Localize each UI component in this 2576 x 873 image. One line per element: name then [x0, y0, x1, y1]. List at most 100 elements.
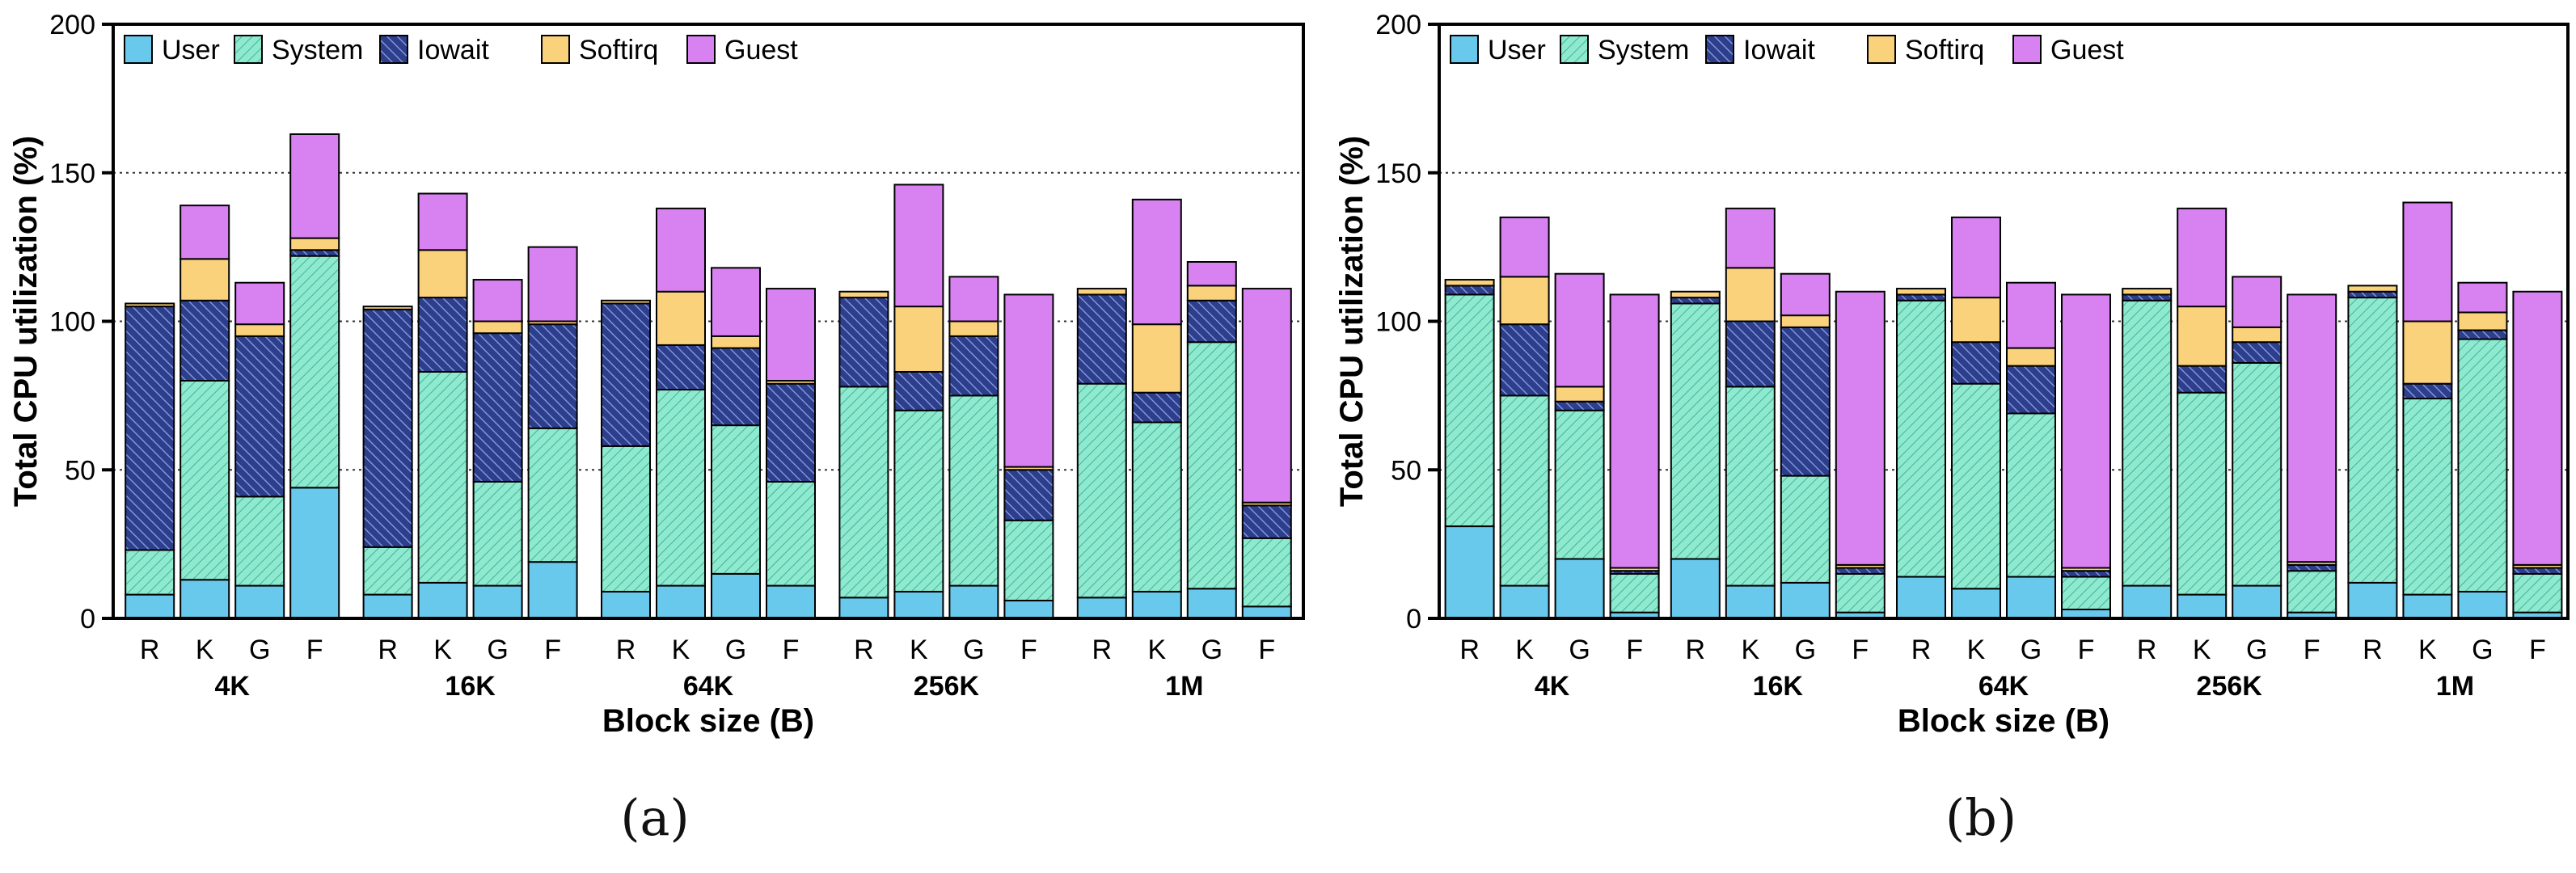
bar-b-1M-G-softirq	[2457, 311, 2508, 331]
x-tick-label: K	[1515, 635, 1534, 665]
x-tick-label: K	[910, 635, 928, 665]
x-tick-label: F	[1626, 635, 1643, 665]
bar-a-4K-F-iowait	[289, 249, 340, 257]
bar-a-256K-K-system	[893, 409, 944, 593]
legend-label-system: System	[1598, 35, 1689, 65]
bar-a-1M-K-user	[1131, 590, 1182, 619]
bar-b-1M-F-system	[2512, 572, 2563, 614]
caption-a: (a)	[620, 788, 690, 847]
bar-b-4K-G-guest	[1554, 272, 1605, 388]
x-axis-label-b: Block size (B)	[1898, 703, 2109, 739]
bar-a-16K-G-iowait	[472, 332, 523, 483]
legend-label-iowait: Iowait	[1743, 35, 1815, 65]
group-label: 256K	[2197, 671, 2263, 702]
bar-b-64K-G-guest	[2006, 281, 2056, 349]
legend-label-guest: Guest	[2050, 35, 2124, 65]
bar-a-16K-K-user	[417, 581, 468, 620]
bar-a-4K-F-softirq	[289, 237, 340, 251]
x-tick-label: K	[672, 635, 690, 665]
legend-label-user: User	[1488, 35, 1546, 65]
legend-label-iowait: Iowait	[417, 35, 489, 65]
bar-b-256K-R-iowait	[2122, 293, 2173, 302]
x-tick-label: K	[2193, 635, 2211, 665]
bar-b-4K-F-guest	[1609, 293, 1660, 569]
bar-b-64K-G-iowait	[2006, 365, 2056, 415]
bar-b-4K-K-softirq	[1499, 276, 1550, 326]
bar-a-16K-F-system	[527, 427, 578, 563]
bar-a-1M-K-guest	[1131, 198, 1182, 326]
bar-a-1M-G-softirq	[1186, 285, 1237, 302]
bar-a-256K-K-user	[893, 590, 944, 619]
legend-swatch-softirq	[541, 35, 570, 64]
bar-a-64K-G-iowait	[711, 347, 761, 427]
bar-b-1M-G-guest	[2457, 281, 2508, 314]
x-tick-label: R	[854, 635, 874, 665]
group-label: 16K	[445, 671, 496, 702]
bar-b-16K-K-softirq	[1725, 267, 1776, 323]
bar-a-64K-K-user	[656, 584, 706, 620]
bar-a-1M-F-iowait	[1241, 504, 1292, 539]
bar-b-16K-F-iowait	[1835, 567, 1886, 575]
bar-b-1M-G-user	[2457, 590, 2508, 619]
x-tick-label: F	[2304, 635, 2321, 665]
bar-b-1M-R-user	[2347, 581, 2398, 620]
bar-a-1M-K-system	[1131, 421, 1182, 593]
caption-b: (b)	[1945, 788, 2017, 847]
bar-a-4K-F-user	[289, 487, 340, 619]
bar-a-64K-F-iowait	[766, 382, 816, 483]
bar-a-1M-K-iowait	[1131, 391, 1182, 424]
bar-b-64K-K-guest	[1951, 216, 2001, 299]
bar-b-16K-G-guest	[1780, 272, 1831, 317]
bar-a-256K-G-system	[948, 394, 999, 587]
bar-a-256K-R-iowait	[838, 297, 889, 388]
bar-a-4K-G-softirq	[234, 323, 285, 337]
x-tick-label: G	[1795, 635, 1816, 665]
bar-a-16K-R-user	[362, 593, 413, 619]
bar-b-64K-R-softirq	[1896, 288, 1946, 296]
x-tick-label: F	[306, 635, 323, 665]
x-tick-label: G	[2472, 635, 2493, 665]
bar-b-256K-F-iowait	[2287, 563, 2337, 572]
bar-b-64K-K-system	[1951, 382, 2001, 590]
bar-b-16K-K-iowait	[1725, 320, 1776, 388]
x-tick-label: R	[1459, 635, 1480, 665]
y-tick-label: 100	[1375, 307, 1421, 338]
bar-b-1M-K-guest	[2402, 201, 2453, 323]
bar-b-256K-K-guest	[2177, 207, 2228, 308]
x-tick-label: G	[2246, 635, 2267, 665]
bar-b-1M-K-user	[2402, 593, 2453, 619]
y-tick-label: 0	[80, 604, 95, 635]
bar-b-16K-G-user	[1780, 581, 1831, 620]
legend-label-system: System	[272, 35, 363, 65]
bar-a-4K-F-system	[289, 255, 340, 489]
x-tick-label: F	[1258, 635, 1275, 665]
bar-a-16K-K-guest	[417, 192, 468, 251]
bar-a-16K-G-user	[472, 584, 523, 620]
bar-b-4K-R-iowait	[1444, 285, 1495, 296]
x-tick-label: R	[2363, 635, 2383, 665]
bar-b-16K-K-system	[1725, 386, 1776, 587]
bar-b-1M-K-iowait	[2402, 382, 2453, 400]
bar-b-16K-F-guest	[1835, 290, 1886, 566]
bar-a-16K-F-guest	[527, 246, 578, 323]
bar-a-4K-R-system	[125, 549, 175, 596]
bar-a-1M-R-system	[1076, 382, 1127, 599]
bar-b-64K-K-iowait	[1951, 341, 2001, 385]
y-tick-label: 200	[49, 10, 95, 40]
bar-b-64K-F-guest	[2061, 293, 2111, 569]
bar-a-64K-G-softirq	[711, 335, 761, 349]
bar-a-256K-K-guest	[893, 183, 944, 308]
x-tick-label: G	[487, 635, 508, 665]
bar-a-1M-R-iowait	[1076, 293, 1127, 385]
bar-b-16K-R-system	[1670, 302, 1721, 560]
bar-b-16K-R-iowait	[1670, 297, 1721, 305]
bar-b-64K-F-system	[2061, 576, 2111, 610]
x-tick-label: R	[2137, 635, 2157, 665]
bar-b-64K-G-user	[2006, 576, 2056, 619]
group-label: 4K	[214, 671, 250, 702]
bar-a-16K-K-iowait	[417, 297, 468, 373]
bar-a-64K-K-softirq	[656, 290, 706, 346]
legend-swatch-user	[124, 35, 153, 64]
bar-a-16K-G-softirq	[472, 320, 523, 335]
